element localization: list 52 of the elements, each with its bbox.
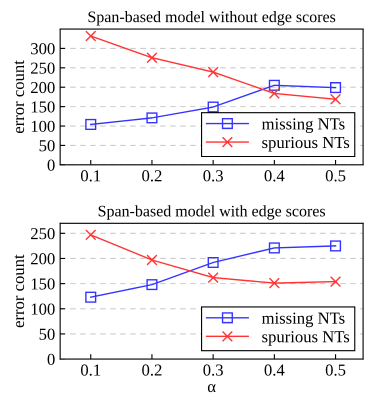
point bbox=[85, 30, 96, 42]
legend-label: spurious NTs bbox=[262, 136, 350, 152]
x-axis-title: α bbox=[208, 384, 216, 392]
point bbox=[268, 80, 280, 91]
y-tick-label: 0 bbox=[48, 160, 55, 171]
x-tick-label: 0.2 bbox=[142, 170, 162, 182]
y-tick-label: 250 bbox=[31, 228, 55, 240]
x-tick-label: 0.1 bbox=[80, 170, 100, 182]
y-tick-label: 200 bbox=[31, 253, 55, 264]
y-tick-label: 50 bbox=[40, 328, 55, 340]
point bbox=[330, 82, 342, 94]
point bbox=[268, 278, 280, 289]
point bbox=[85, 118, 96, 130]
point bbox=[330, 276, 342, 288]
point bbox=[268, 88, 280, 99]
y-tick-label: 0 bbox=[48, 354, 55, 366]
legend-label: missing NTs bbox=[262, 312, 345, 328]
point bbox=[146, 112, 158, 124]
legend-label: missing NTs bbox=[262, 118, 345, 133]
y-tick-label: 200 bbox=[31, 82, 55, 94]
point bbox=[208, 272, 219, 284]
x-tick-label: 0.3 bbox=[203, 170, 223, 182]
y-tick-label: 300 bbox=[31, 43, 55, 54]
legend-label: spurious NTs bbox=[262, 331, 350, 346]
chart-title: Span-based model with edge scores bbox=[98, 205, 326, 220]
point bbox=[85, 292, 96, 303]
y-tick-label: 50 bbox=[40, 140, 55, 152]
y-tick-label: 100 bbox=[32, 303, 55, 315]
y-tick-label: 150 bbox=[32, 278, 55, 290]
y-axis-title: error count bbox=[14, 254, 24, 328]
point bbox=[85, 229, 96, 240]
point bbox=[146, 279, 158, 290]
x-tick-label: 0.3 bbox=[203, 364, 223, 376]
point bbox=[208, 101, 219, 113]
x-tick-label: 0.4 bbox=[264, 364, 285, 376]
point bbox=[330, 240, 342, 252]
x-tick-label: 0.1 bbox=[80, 364, 100, 376]
y-tick-label: 100 bbox=[32, 120, 55, 132]
y-tick-label: 250 bbox=[31, 62, 55, 74]
y-axis-title: error count bbox=[14, 60, 24, 134]
point bbox=[146, 52, 158, 64]
x-tick-label: 0.5 bbox=[326, 364, 346, 376]
chart-title: Span-based model without edge scores bbox=[88, 10, 336, 26]
point bbox=[330, 94, 342, 105]
x-tick-label: 0.2 bbox=[142, 364, 162, 376]
x-tick-label: 0.4 bbox=[264, 170, 285, 182]
x-tick-label: 0.5 bbox=[326, 170, 346, 182]
point bbox=[208, 66, 219, 78]
y-tick-label: 150 bbox=[32, 101, 55, 113]
point bbox=[208, 256, 219, 268]
point bbox=[146, 254, 158, 266]
point bbox=[268, 242, 280, 254]
